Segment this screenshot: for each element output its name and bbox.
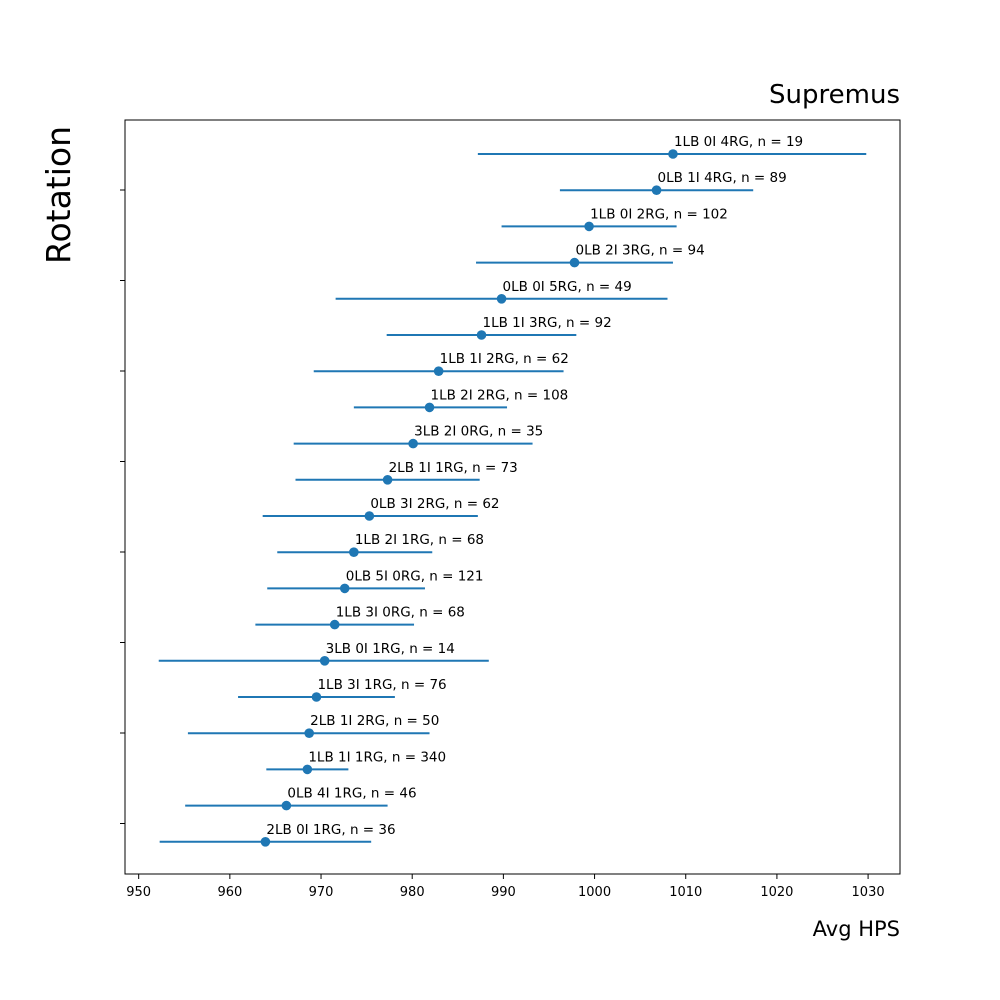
data-label: 0LB 2I 3RG, n = 94 <box>576 243 705 259</box>
x-axis-label: Avg HPS <box>813 917 900 941</box>
mean-point <box>382 475 393 485</box>
mean-point <box>496 294 507 304</box>
data-label: 0LB 4I 1RG, n = 46 <box>287 786 416 802</box>
plot-frame <box>124 119 901 875</box>
data-label: 0LB 5I 0RG, n = 121 <box>346 568 484 584</box>
x-tick-label: 980 <box>400 885 425 900</box>
x-tick-label: 990 <box>491 885 516 900</box>
data-label: 1LB 2I 2RG, n = 108 <box>431 387 569 403</box>
x-tick-label: 1000 <box>578 885 611 900</box>
mean-point <box>329 619 340 630</box>
x-tick-label: 950 <box>126 885 151 900</box>
data-label: 1LB 1I 1RG, n = 340 <box>308 749 446 765</box>
mean-point <box>349 547 359 557</box>
mean-point <box>424 402 435 413</box>
plot-area: 950 960 970 980 990 1000 1010 1020 1030 1LB 0I 4R… <box>120 119 901 900</box>
x-tick-label: 1030 <box>852 885 885 900</box>
data-label: 1LB 0I 4RG, n = 19 <box>674 134 803 150</box>
mean-point <box>302 764 313 775</box>
mean-point <box>364 511 375 521</box>
x-tick-label: 1020 <box>760 885 793 900</box>
mean-point <box>281 800 292 811</box>
data-label: 0LB 0I 5RG, n = 49 <box>503 279 632 295</box>
mean-point <box>311 692 322 702</box>
data-label: 1LB 0I 2RG, n = 102 <box>590 206 728 222</box>
data-label: 1LB 1I 2RG, n = 62 <box>440 351 569 367</box>
data-label: 1LB 3I 0RG, n = 68 <box>336 605 465 621</box>
data-label: 2LB 0I 1RG, n = 36 <box>266 822 395 838</box>
x-tick-label: 970 <box>309 885 334 900</box>
mean-point <box>584 221 594 232</box>
data-label: 3LB 0I 1RG, n = 14 <box>326 641 455 657</box>
mean-point <box>319 656 330 666</box>
y-axis-label: Rotation <box>39 126 78 264</box>
data-label: 2LB 1I 1RG, n = 73 <box>389 460 518 476</box>
data-label: 3LB 2I 0RG, n = 35 <box>414 424 543 440</box>
mean-point <box>260 837 271 847</box>
x-tick-label: 1010 <box>669 885 702 900</box>
mean-point <box>668 149 678 159</box>
data-label: 1LB 1I 3RG, n = 92 <box>483 315 612 331</box>
data-label: 1LB 2I 1RG, n = 68 <box>355 532 484 548</box>
mean-point <box>651 185 662 195</box>
x-tick-label: 960 <box>217 885 242 900</box>
mean-point <box>408 438 418 449</box>
mean-point <box>476 330 487 340</box>
chart-title: Supremus <box>769 80 900 110</box>
data-label: 1LB 3I 1RG, n = 76 <box>317 677 446 693</box>
mean-point <box>433 366 444 377</box>
data-label: 2LB 1I 2RG, n = 50 <box>310 713 439 729</box>
mean-point <box>304 728 314 738</box>
data-label: 0LB 1I 4RG, n = 89 <box>658 170 787 186</box>
data-label: 0LB 3I 2RG, n = 62 <box>370 496 499 512</box>
mean-point <box>339 583 350 594</box>
mean-point <box>569 257 580 268</box>
